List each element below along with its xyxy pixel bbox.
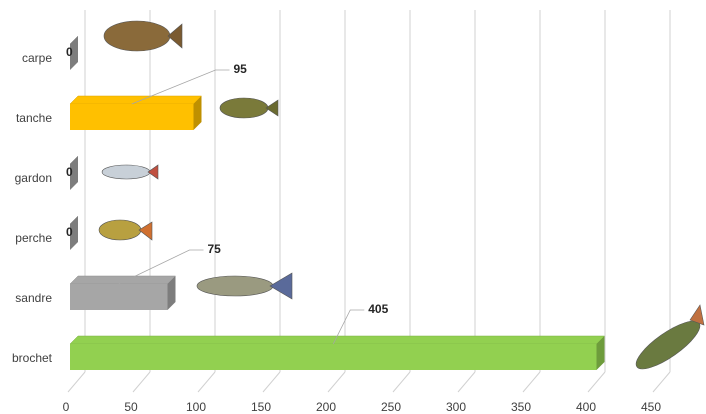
floor-line [132, 371, 151, 393]
floor-line [262, 371, 281, 393]
leader-line [332, 309, 365, 345]
x-tick-label: 400 [576, 400, 596, 414]
x-tick-label: 200 [316, 400, 336, 414]
y-tick-label: tanche [16, 111, 52, 125]
fish-icon [635, 304, 705, 370]
fish-icon [101, 164, 159, 180]
x-tick-label: 250 [381, 400, 401, 414]
y-tick-label: gardon [15, 171, 52, 185]
value-label: 75 [208, 242, 222, 256]
floor-line [327, 371, 346, 393]
bar [70, 284, 168, 310]
bar-top [69, 275, 177, 285]
fish-icon [103, 20, 183, 52]
floor-line [67, 371, 86, 393]
bar-side [70, 216, 78, 250]
bar [70, 344, 597, 370]
floor-line [457, 371, 476, 393]
x-tick-label: 450 [641, 400, 661, 414]
x-tick-label: 100 [186, 400, 206, 414]
y-tick-label: perche [15, 231, 52, 245]
fish-icon [98, 219, 153, 241]
bar [70, 104, 194, 130]
value-label: 95 [234, 62, 248, 76]
fish-icons [98, 20, 705, 370]
bar-side [193, 96, 202, 130]
floor-line [522, 371, 541, 393]
leader-line [131, 69, 230, 105]
y-tick-label: carpe [22, 51, 52, 65]
value-label: 0 [66, 225, 73, 239]
floor-line [197, 371, 216, 393]
bar-side [167, 276, 176, 310]
x-tick-label: 350 [511, 400, 531, 414]
bar-side [70, 36, 78, 70]
floor-line [652, 371, 671, 393]
bar-side [70, 156, 78, 190]
bar-top [69, 335, 606, 345]
y-tick-label: brochet [12, 351, 53, 365]
floor-line [392, 371, 411, 393]
x-tick-label: 50 [124, 400, 138, 414]
y-tick-label: sandre [15, 291, 52, 305]
x-tick-label: 300 [446, 400, 466, 414]
fish-icon [219, 97, 279, 119]
fish-icon [196, 272, 293, 300]
x-tick-label: 150 [251, 400, 271, 414]
x-tick-label: 0 [63, 400, 70, 414]
value-label: 405 [368, 302, 388, 316]
value-label: 0 [66, 45, 73, 59]
leader-line [118, 249, 204, 285]
bar-side [596, 336, 605, 370]
floor-line [587, 371, 606, 393]
value-label: 0 [66, 165, 73, 179]
